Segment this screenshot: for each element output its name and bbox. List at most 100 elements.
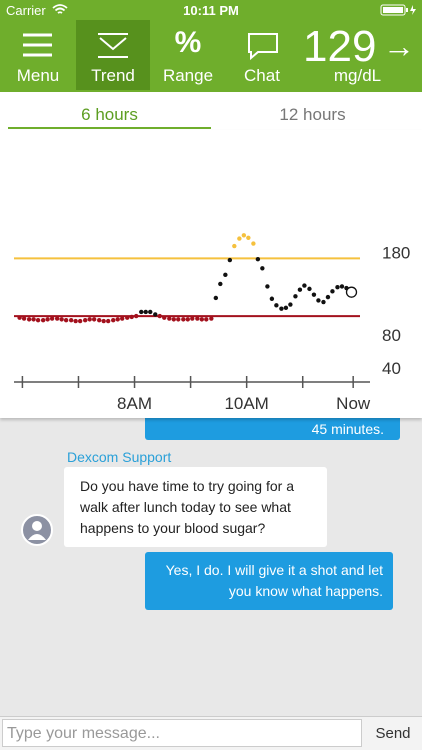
reading	[274, 303, 279, 308]
x-tick-label: Now	[336, 394, 371, 413]
reading	[181, 317, 186, 322]
avatar	[21, 514, 53, 546]
reading	[59, 317, 64, 322]
reading	[279, 306, 284, 311]
trend-icon	[98, 33, 128, 58]
sender-name: Dexcom Support	[67, 449, 172, 465]
clock: 10:11 PM	[183, 3, 239, 18]
reading	[176, 317, 181, 322]
reading	[213, 295, 219, 301]
reading	[105, 318, 111, 324]
reading	[260, 266, 265, 271]
outgoing-message: Yes, I do. I will give it a shot and let…	[145, 552, 393, 610]
reading	[241, 233, 247, 238]
reading	[316, 298, 321, 303]
chat-icon	[248, 33, 278, 61]
reading	[190, 316, 195, 321]
nav-menu[interactable]: Menu	[16, 66, 60, 85]
nav-icons	[23, 33, 278, 61]
reading	[87, 317, 92, 322]
reading	[255, 257, 261, 262]
reading	[139, 309, 144, 315]
reading	[101, 318, 106, 324]
reading	[251, 241, 256, 246]
glucose-unit: mg/dL	[333, 66, 382, 85]
reading	[111, 317, 116, 323]
reading	[91, 317, 97, 322]
reading	[153, 312, 158, 317]
reading	[199, 317, 205, 322]
reading	[129, 314, 134, 320]
reading	[297, 287, 303, 292]
reading	[321, 299, 326, 305]
reading	[45, 317, 50, 322]
current-reading	[345, 286, 358, 298]
menu-icon	[23, 33, 52, 57]
glucose-value: 129	[303, 22, 377, 71]
header: Carrier 10:11 PM % Menu Trend Range Chat…	[0, 0, 422, 92]
reading	[227, 257, 233, 263]
message-input[interactable]: Type your message...	[2, 719, 362, 747]
nav-trend[interactable]: Trend	[91, 66, 135, 85]
reading	[162, 315, 167, 320]
y-tick-label: 80	[382, 326, 401, 345]
reading	[143, 309, 148, 315]
reading	[204, 317, 209, 322]
reading	[17, 315, 22, 320]
input-bar: Type your message... Send	[0, 716, 422, 750]
selected-tab-bg	[76, 20, 150, 90]
send-button[interactable]: Send	[375, 725, 411, 742]
reading	[311, 292, 317, 297]
wifi-icon	[52, 4, 68, 14]
range-icon: %	[174, 26, 202, 59]
incoming-message: Do you have time to try going for a walk…	[64, 467, 327, 547]
reading	[63, 317, 69, 323]
reading	[134, 313, 139, 319]
nav-chat[interactable]: Chat	[244, 66, 280, 85]
reading	[35, 317, 41, 323]
reading	[40, 317, 46, 323]
reading	[218, 281, 223, 287]
y-tick-label: 40	[382, 359, 401, 378]
reading	[97, 317, 102, 323]
reading	[148, 309, 153, 315]
reading	[49, 316, 55, 321]
x-tick-label: 8AM	[117, 394, 152, 413]
reading	[330, 289, 335, 294]
range-tabs: 6 hours 12 hours	[0, 92, 422, 130]
reading	[283, 305, 289, 311]
reading	[157, 313, 162, 319]
tab-underline	[8, 127, 211, 129]
battery-icon	[380, 4, 416, 16]
reading	[77, 318, 83, 324]
reading	[302, 283, 307, 288]
reading	[83, 317, 88, 323]
reading	[223, 272, 228, 278]
reading	[325, 294, 331, 300]
tab-6h[interactable]: 6 hours	[81, 105, 138, 124]
y-tick-label: 180	[382, 243, 410, 262]
reading	[195, 316, 200, 321]
reading	[237, 236, 242, 241]
reading	[335, 285, 340, 290]
reading	[54, 316, 60, 321]
reading	[185, 317, 190, 322]
reading	[265, 284, 270, 289]
carrier: Carrier	[6, 3, 46, 18]
reading	[288, 302, 293, 307]
reading	[307, 286, 312, 292]
reading	[31, 317, 36, 322]
reading	[293, 294, 298, 299]
nav-range[interactable]: Range	[162, 66, 214, 85]
tab-12h[interactable]: 12 hours	[279, 105, 346, 124]
x-tick-label: 10AM	[224, 394, 268, 413]
reading	[246, 235, 251, 240]
reading	[73, 318, 78, 324]
glucose-chart: 8AM 10AM Now 40 80 180	[0, 130, 422, 418]
reading	[68, 317, 74, 323]
reading	[232, 243, 237, 249]
reading	[125, 315, 130, 320]
reading	[171, 317, 176, 322]
trend-arrow: →	[383, 28, 415, 64]
